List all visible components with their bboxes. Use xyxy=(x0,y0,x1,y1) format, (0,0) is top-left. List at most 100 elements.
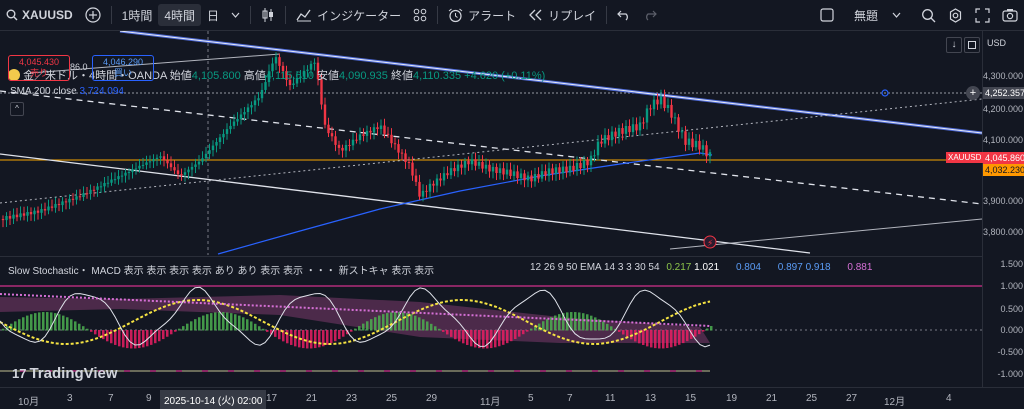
candle-body xyxy=(225,129,229,134)
templates-button[interactable] xyxy=(407,0,433,30)
candle-body xyxy=(694,140,698,148)
histogram-bar xyxy=(618,330,621,332)
candle-body xyxy=(239,114,243,119)
sma-legend[interactable]: SMA 200 close 3,724.094 xyxy=(10,86,124,97)
candle-body xyxy=(229,125,232,130)
layout-select-button[interactable] xyxy=(814,0,840,30)
candle-body xyxy=(330,133,334,137)
stoch-k-line xyxy=(0,286,711,348)
histogram-bar xyxy=(706,328,709,331)
candle-body xyxy=(113,179,117,181)
symbol-title[interactable]: 金／米ドル・4時間・OANDA xyxy=(23,70,167,82)
price-chart-pane[interactable]: ⚡ 金／米ドル・4時間・OANDA 始値4,105.800 高値4,115.61… xyxy=(0,31,982,255)
symbol-search[interactable]: XAUUSD xyxy=(0,0,79,30)
histogram-bar xyxy=(206,314,209,331)
sma-value: 3,724.094 xyxy=(79,86,125,97)
interval-4h[interactable]: 4時間 xyxy=(158,4,202,26)
chart-type-button[interactable] xyxy=(255,0,281,30)
compare-button[interactable] xyxy=(79,0,107,30)
time-axis[interactable]: 10月 3 7 9 2025-10-14 (火) 02:00 17 21 23 … xyxy=(0,387,1024,409)
scroll-to-latest-button[interactable]: ↓ xyxy=(946,37,962,53)
histogram-bar xyxy=(14,321,17,331)
histogram-bar xyxy=(330,330,333,344)
undo-icon xyxy=(617,9,631,21)
undo-button[interactable] xyxy=(611,0,637,30)
maximize-pane-button[interactable] xyxy=(964,37,980,53)
camera-icon xyxy=(1002,8,1018,22)
price-tick: 4,300.000 xyxy=(982,71,1023,81)
settings-button[interactable] xyxy=(942,0,969,30)
change-value: +4.620 (+0.11%) xyxy=(464,70,546,82)
indicators-button[interactable]: インジケーター xyxy=(290,0,407,30)
snapshot-button[interactable] xyxy=(996,0,1024,30)
currency-label[interactable]: USD xyxy=(987,38,1007,48)
hline-anchor-point[interactable] xyxy=(881,89,889,97)
oscillator-legend[interactable]: Slow Stochastic・ MACD 表示 表示 表示 表示 あり あり … xyxy=(8,262,434,277)
histogram-bar xyxy=(230,313,233,331)
interval-1h[interactable]: 1時間 xyxy=(121,8,153,23)
layout-name-button[interactable]: 無題 xyxy=(840,0,915,30)
trendline-mid-dashed[interactable] xyxy=(0,90,982,205)
histogram-bar xyxy=(502,330,505,345)
alert-marker-icon[interactable] xyxy=(703,235,717,249)
fullscreen-button[interactable] xyxy=(969,0,996,30)
candle-body xyxy=(285,71,288,80)
candle-body xyxy=(701,145,705,150)
interval-dropdown[interactable] xyxy=(225,0,246,30)
trendline-rising-bottom[interactable] xyxy=(669,218,982,250)
histogram-bar xyxy=(482,330,485,349)
sma-price-tag: 4,032.230 xyxy=(983,164,1024,176)
spread-value: 86.0 xyxy=(70,62,88,72)
histogram-bar xyxy=(510,330,513,342)
candle-body xyxy=(460,164,463,168)
buy-button[interactable]: 4,046.290 買い xyxy=(92,55,154,81)
candle-body xyxy=(446,173,449,176)
candle-body xyxy=(215,142,218,146)
candle-body xyxy=(173,167,176,171)
collapse-legend-button[interactable]: ^ xyxy=(10,102,24,116)
search-icon xyxy=(6,9,18,21)
oscillator-pane[interactable]: Slow Stochastic・ MACD 表示 表示 表示 表示 あり あり … xyxy=(0,256,982,387)
candle-body xyxy=(670,104,673,118)
price-axis[interactable]: USD 4,300.000 4,252.357 4,200.000 4,100.… xyxy=(982,31,1024,387)
histogram-bar xyxy=(450,330,453,337)
low-label: 安値 xyxy=(316,70,339,82)
candle-body xyxy=(127,172,131,174)
candle-body xyxy=(505,169,509,175)
price-tick: 4,200.000 xyxy=(982,104,1023,114)
histogram-bar xyxy=(210,313,213,331)
histogram-bar xyxy=(94,330,97,335)
candle-body xyxy=(117,176,120,180)
candle-body xyxy=(684,131,687,145)
add-alert-button[interactable]: + xyxy=(966,86,980,100)
histogram-bar xyxy=(130,330,133,349)
candle-body xyxy=(705,145,708,157)
candle-body xyxy=(99,186,103,188)
candle-body xyxy=(180,174,183,176)
histogram-bar xyxy=(678,330,681,345)
quick-search-button[interactable] xyxy=(915,0,942,30)
time-label: 23 xyxy=(346,393,358,404)
alert-button[interactable]: アラート xyxy=(442,0,522,30)
interval-d[interactable]: 日 xyxy=(207,8,220,23)
candle-body xyxy=(453,168,456,172)
candle-body xyxy=(610,131,614,141)
replay-button[interactable]: リプレイ xyxy=(522,0,602,30)
chart-legend: 金／米ドル・4時間・OANDA 始値4,105.800 高値4,115.610 … xyxy=(8,67,545,83)
sell-price: 4,045.430 xyxy=(18,57,60,67)
histogram-bar xyxy=(594,317,597,331)
histogram-bar xyxy=(518,330,521,337)
candle-body xyxy=(1,219,5,221)
candle-body xyxy=(320,79,323,105)
sell-button[interactable]: 4,045.430 売り xyxy=(8,55,70,81)
histogram-bar xyxy=(2,328,5,331)
time-label: 5 xyxy=(528,393,534,404)
trendline-top-left[interactable] xyxy=(29,53,281,74)
redo-button[interactable] xyxy=(637,0,663,30)
divider xyxy=(250,6,252,24)
low-value: 4,090.935 xyxy=(338,70,388,82)
histogram-bar xyxy=(226,312,229,331)
candle-body xyxy=(264,82,267,90)
candle-body xyxy=(561,166,565,174)
histogram-bar xyxy=(126,330,129,349)
